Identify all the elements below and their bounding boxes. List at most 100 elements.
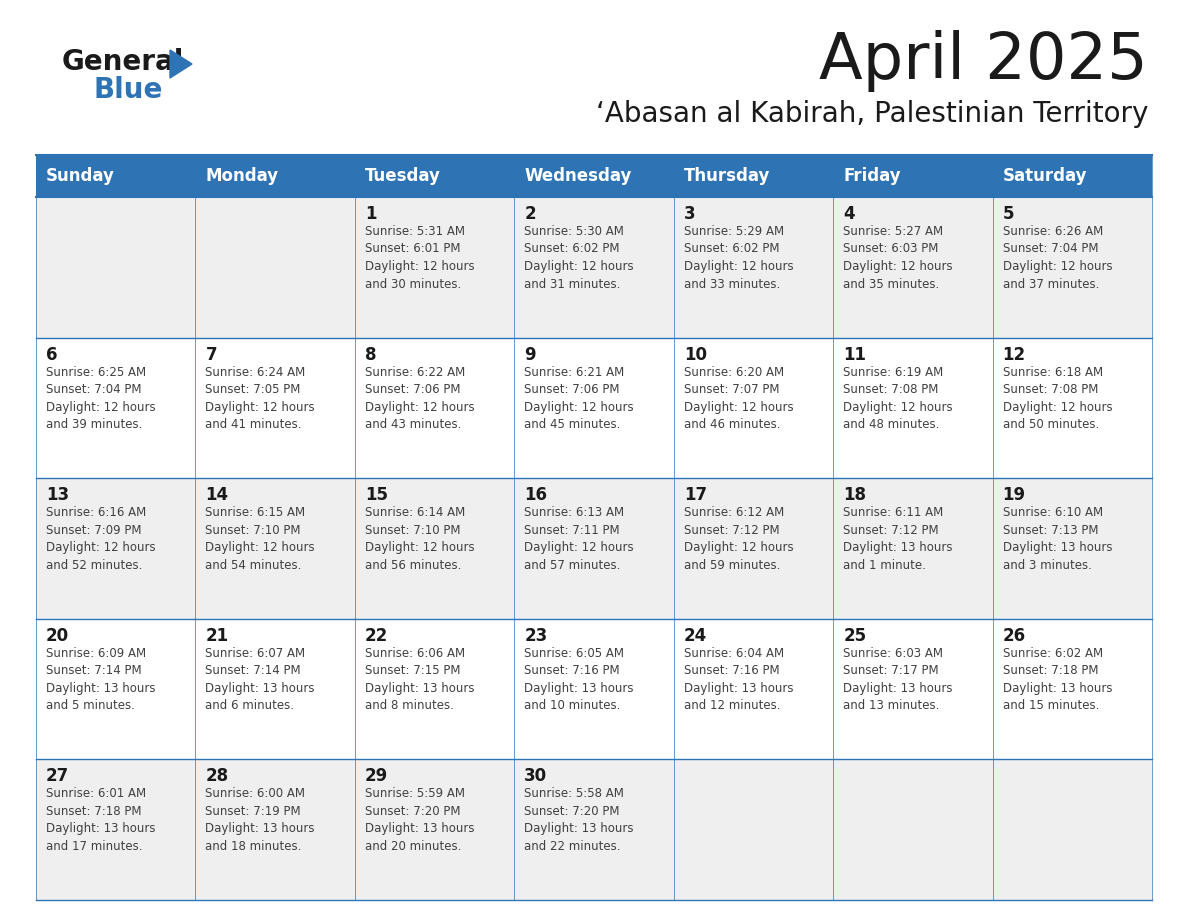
Text: Sunrise: 6:12 AM
Sunset: 7:12 PM
Daylight: 12 hours
and 59 minutes.: Sunrise: 6:12 AM Sunset: 7:12 PM Dayligh… (684, 506, 794, 572)
Bar (36, 619, 196, 759)
Text: Sunrise: 6:24 AM
Sunset: 7:05 PM
Daylight: 12 hours
and 41 minutes.: Sunrise: 6:24 AM Sunset: 7:05 PM Dayligh… (206, 365, 315, 431)
Bar (833, 759, 992, 900)
Text: 14: 14 (206, 487, 228, 504)
Text: 6: 6 (46, 345, 57, 364)
Text: Sunrise: 5:58 AM
Sunset: 7:20 PM
Daylight: 13 hours
and 22 minutes.: Sunrise: 5:58 AM Sunset: 7:20 PM Dayligh… (524, 788, 633, 853)
Text: Blue: Blue (94, 76, 164, 104)
Text: April 2025: April 2025 (820, 30, 1148, 92)
Text: Tuesday: Tuesday (365, 167, 441, 185)
Text: Sunrise: 5:59 AM
Sunset: 7:20 PM
Daylight: 13 hours
and 20 minutes.: Sunrise: 5:59 AM Sunset: 7:20 PM Dayligh… (365, 788, 474, 853)
Bar (514, 478, 674, 619)
Bar (992, 478, 1152, 619)
Text: Wednesday: Wednesday (524, 167, 632, 185)
Text: 10: 10 (684, 345, 707, 364)
Text: 23: 23 (524, 627, 548, 644)
Text: Sunrise: 6:06 AM
Sunset: 7:15 PM
Daylight: 13 hours
and 8 minutes.: Sunrise: 6:06 AM Sunset: 7:15 PM Dayligh… (365, 647, 474, 712)
Bar (36, 338, 196, 478)
Text: Sunrise: 6:25 AM
Sunset: 7:04 PM
Daylight: 12 hours
and 39 minutes.: Sunrise: 6:25 AM Sunset: 7:04 PM Dayligh… (46, 365, 156, 431)
Bar (833, 197, 992, 338)
Text: Saturday: Saturday (1003, 167, 1087, 185)
Text: 9: 9 (524, 345, 536, 364)
Text: 18: 18 (843, 487, 866, 504)
Text: 21: 21 (206, 627, 228, 644)
Text: Sunrise: 6:14 AM
Sunset: 7:10 PM
Daylight: 12 hours
and 56 minutes.: Sunrise: 6:14 AM Sunset: 7:10 PM Dayligh… (365, 506, 474, 572)
Text: Sunrise: 6:11 AM
Sunset: 7:12 PM
Daylight: 13 hours
and 1 minute.: Sunrise: 6:11 AM Sunset: 7:12 PM Dayligh… (843, 506, 953, 572)
Text: 22: 22 (365, 627, 388, 644)
Bar (514, 619, 674, 759)
Text: 25: 25 (843, 627, 866, 644)
Bar (674, 338, 833, 478)
Text: Sunrise: 6:16 AM
Sunset: 7:09 PM
Daylight: 12 hours
and 52 minutes.: Sunrise: 6:16 AM Sunset: 7:09 PM Dayligh… (46, 506, 156, 572)
Bar (992, 759, 1152, 900)
Bar (833, 338, 992, 478)
Bar (674, 478, 833, 619)
Text: Sunrise: 6:10 AM
Sunset: 7:13 PM
Daylight: 13 hours
and 3 minutes.: Sunrise: 6:10 AM Sunset: 7:13 PM Dayligh… (1003, 506, 1112, 572)
Text: 3: 3 (684, 205, 695, 223)
Text: General: General (62, 48, 184, 76)
Text: Sunrise: 6:20 AM
Sunset: 7:07 PM
Daylight: 12 hours
and 46 minutes.: Sunrise: 6:20 AM Sunset: 7:07 PM Dayligh… (684, 365, 794, 431)
Text: Sunrise: 5:29 AM
Sunset: 6:02 PM
Daylight: 12 hours
and 33 minutes.: Sunrise: 5:29 AM Sunset: 6:02 PM Dayligh… (684, 225, 794, 290)
Text: Sunrise: 6:03 AM
Sunset: 7:17 PM
Daylight: 13 hours
and 13 minutes.: Sunrise: 6:03 AM Sunset: 7:17 PM Dayligh… (843, 647, 953, 712)
Bar (514, 338, 674, 478)
Text: Sunrise: 6:22 AM
Sunset: 7:06 PM
Daylight: 12 hours
and 43 minutes.: Sunrise: 6:22 AM Sunset: 7:06 PM Dayligh… (365, 365, 474, 431)
Bar (355, 619, 514, 759)
Text: 7: 7 (206, 345, 217, 364)
Text: Sunrise: 6:05 AM
Sunset: 7:16 PM
Daylight: 13 hours
and 10 minutes.: Sunrise: 6:05 AM Sunset: 7:16 PM Dayligh… (524, 647, 633, 712)
Text: 8: 8 (365, 345, 377, 364)
Text: Sunrise: 5:31 AM
Sunset: 6:01 PM
Daylight: 12 hours
and 30 minutes.: Sunrise: 5:31 AM Sunset: 6:01 PM Dayligh… (365, 225, 474, 290)
Text: 4: 4 (843, 205, 855, 223)
Text: Sunrise: 6:19 AM
Sunset: 7:08 PM
Daylight: 12 hours
and 48 minutes.: Sunrise: 6:19 AM Sunset: 7:08 PM Dayligh… (843, 365, 953, 431)
Text: 26: 26 (1003, 627, 1025, 644)
Bar (514, 197, 674, 338)
Bar (196, 759, 355, 900)
Text: Sunrise: 6:00 AM
Sunset: 7:19 PM
Daylight: 13 hours
and 18 minutes.: Sunrise: 6:00 AM Sunset: 7:19 PM Dayligh… (206, 788, 315, 853)
Bar (196, 197, 355, 338)
Bar (36, 478, 196, 619)
Text: 24: 24 (684, 627, 707, 644)
Bar (674, 759, 833, 900)
Text: Sunrise: 6:18 AM
Sunset: 7:08 PM
Daylight: 12 hours
and 50 minutes.: Sunrise: 6:18 AM Sunset: 7:08 PM Dayligh… (1003, 365, 1112, 431)
Text: Monday: Monday (206, 167, 278, 185)
Text: Sunrise: 5:30 AM
Sunset: 6:02 PM
Daylight: 12 hours
and 31 minutes.: Sunrise: 5:30 AM Sunset: 6:02 PM Dayligh… (524, 225, 634, 290)
Bar (833, 478, 992, 619)
Text: 12: 12 (1003, 345, 1025, 364)
Bar (196, 478, 355, 619)
Text: 13: 13 (46, 487, 69, 504)
Text: Sunday: Sunday (46, 167, 115, 185)
Bar (196, 338, 355, 478)
Bar (355, 759, 514, 900)
Text: 20: 20 (46, 627, 69, 644)
Text: Sunrise: 6:01 AM
Sunset: 7:18 PM
Daylight: 13 hours
and 17 minutes.: Sunrise: 6:01 AM Sunset: 7:18 PM Dayligh… (46, 788, 156, 853)
Text: 28: 28 (206, 767, 228, 786)
Text: 5: 5 (1003, 205, 1015, 223)
Text: Sunrise: 6:26 AM
Sunset: 7:04 PM
Daylight: 12 hours
and 37 minutes.: Sunrise: 6:26 AM Sunset: 7:04 PM Dayligh… (1003, 225, 1112, 290)
Text: 17: 17 (684, 487, 707, 504)
Text: 1: 1 (365, 205, 377, 223)
Bar (674, 197, 833, 338)
Text: 2: 2 (524, 205, 536, 223)
Text: Sunrise: 6:04 AM
Sunset: 7:16 PM
Daylight: 13 hours
and 12 minutes.: Sunrise: 6:04 AM Sunset: 7:16 PM Dayligh… (684, 647, 794, 712)
Text: 11: 11 (843, 345, 866, 364)
Bar (36, 759, 196, 900)
Bar (196, 619, 355, 759)
Text: Sunrise: 6:21 AM
Sunset: 7:06 PM
Daylight: 12 hours
and 45 minutes.: Sunrise: 6:21 AM Sunset: 7:06 PM Dayligh… (524, 365, 634, 431)
Bar (355, 478, 514, 619)
Text: Sunrise: 5:27 AM
Sunset: 6:03 PM
Daylight: 12 hours
and 35 minutes.: Sunrise: 5:27 AM Sunset: 6:03 PM Dayligh… (843, 225, 953, 290)
Text: Friday: Friday (843, 167, 901, 185)
Text: 19: 19 (1003, 487, 1025, 504)
Text: Thursday: Thursday (684, 167, 770, 185)
Text: 30: 30 (524, 767, 548, 786)
Text: Sunrise: 6:15 AM
Sunset: 7:10 PM
Daylight: 12 hours
and 54 minutes.: Sunrise: 6:15 AM Sunset: 7:10 PM Dayligh… (206, 506, 315, 572)
Text: 29: 29 (365, 767, 388, 786)
Text: 15: 15 (365, 487, 387, 504)
Bar (36, 155, 1152, 197)
Text: 27: 27 (46, 767, 69, 786)
Bar (992, 197, 1152, 338)
Bar (992, 338, 1152, 478)
Text: Sunrise: 6:07 AM
Sunset: 7:14 PM
Daylight: 13 hours
and 6 minutes.: Sunrise: 6:07 AM Sunset: 7:14 PM Dayligh… (206, 647, 315, 712)
Text: 16: 16 (524, 487, 548, 504)
Text: Sunrise: 6:13 AM
Sunset: 7:11 PM
Daylight: 12 hours
and 57 minutes.: Sunrise: 6:13 AM Sunset: 7:11 PM Dayligh… (524, 506, 634, 572)
Text: ‘Abasan al Kabirah, Palestinian Territory: ‘Abasan al Kabirah, Palestinian Territor… (595, 100, 1148, 128)
Bar (36, 197, 196, 338)
Bar (674, 619, 833, 759)
